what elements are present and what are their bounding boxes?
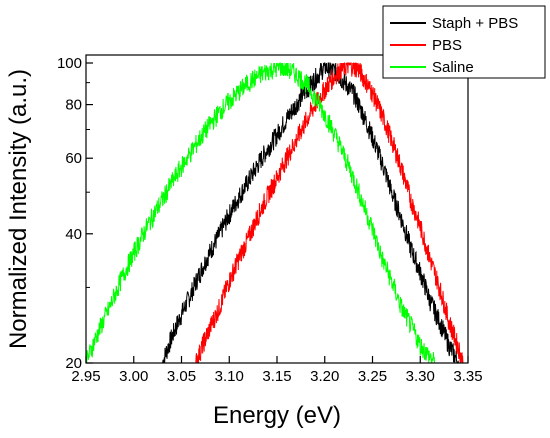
x-tick-label: 3.15: [262, 368, 291, 385]
legend-label: PBS: [432, 37, 462, 54]
y-tick-label: 20: [65, 355, 82, 372]
legend-label: Saline: [432, 59, 474, 76]
y-tick-label: 100: [57, 55, 82, 72]
x-tick-label: 2.95: [71, 368, 100, 385]
x-tick-label: 3.05: [167, 368, 196, 385]
x-axis-title: Energy (eV): [213, 402, 341, 429]
x-tick-label: 3.35: [453, 368, 482, 385]
series-layer: [86, 62, 464, 364]
x-tick-label: 3.25: [358, 368, 387, 385]
legend: Staph + PBS PBS Saline: [382, 5, 546, 79]
x-tick-label: 3.10: [215, 368, 244, 385]
y-tick-label: 60: [65, 150, 82, 167]
x-tick-label: 3.20: [310, 368, 339, 385]
x-tick-label: 3.00: [119, 368, 148, 385]
series-line: [195, 62, 464, 364]
y-tick-label: 40: [65, 226, 82, 243]
legend-label: Staph + PBS: [432, 15, 518, 32]
series-line: [161, 62, 459, 364]
x-tick-label: 3.30: [406, 368, 435, 385]
y-tick-label: 80: [65, 97, 82, 114]
y-axis-title: Normalized Intensity (a.u.): [5, 69, 32, 349]
series-line: [86, 62, 436, 364]
ticks-layer: 2.95 3.00 3.05 3.10 3.15 3.20 3.25 3.30 3.35 20 40…: [57, 55, 483, 385]
